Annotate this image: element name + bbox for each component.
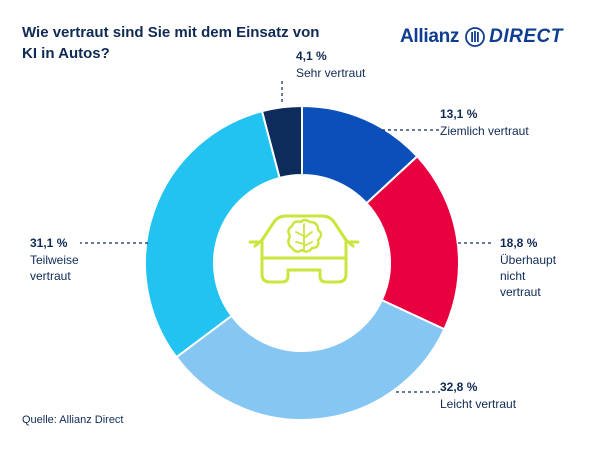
slice-category-label-0-0: Sehr vertraut [296,66,366,80]
logo-wordmark: Allianz [400,26,460,47]
donut-slice-4 [144,109,281,359]
car-ai-brain-icon [248,214,360,284]
slice-value-label-1: 13,1 % [440,107,478,121]
allianz-eagle-icon [465,27,486,47]
slice-value-label-4: 31,1 % [30,236,68,250]
slice-value-label-3: 32,8 % [440,380,478,394]
slice-category-label-2-1: nicht [500,269,526,283]
slice-category-label-3-0: Leicht vertraut [440,397,517,411]
brand-logo: Allianz DIRECT [400,24,563,50]
slice-category-label-4-0: Teilweise [30,253,79,267]
slice-category-label-2-2: vertraut [500,285,541,299]
chart-source: Quelle: Allianz Direct [22,414,124,426]
chart-title: Wie vertraut sind Sie mit dem Einsatz vo… [22,24,320,62]
slice-value-label-2: 18,8 % [500,236,538,250]
slice-value-label-0: 4,1 % [296,49,327,63]
slice-category-label-1-0: Ziemlich vertraut [440,124,529,138]
slice-category-label-4-1: vertraut [30,269,71,283]
donut-slice-3 [174,298,446,421]
slice-category-label-2-0: Überhaupt [500,253,557,267]
logo-product: DIRECT [489,26,563,47]
